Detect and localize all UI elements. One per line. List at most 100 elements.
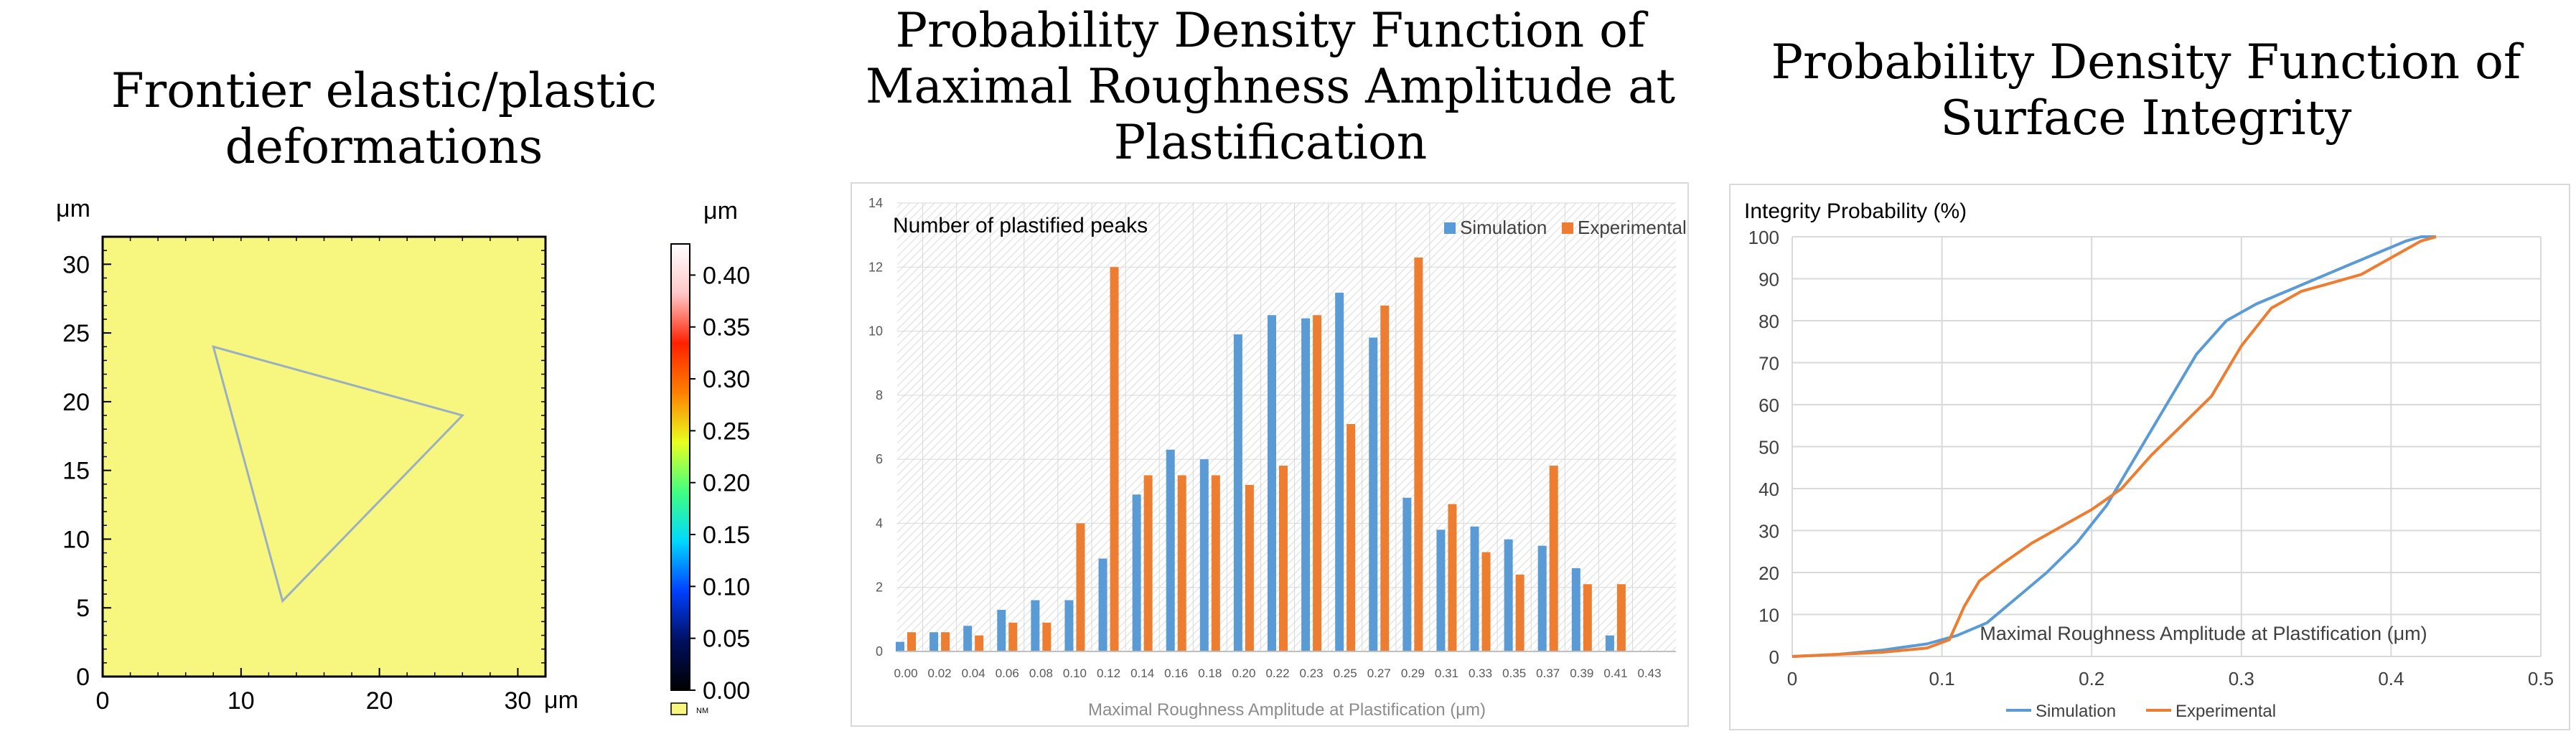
line-y-tick-label: 0 [1769,646,1779,668]
bar-x-tick-label: 0.10 [1063,667,1087,680]
deformation-frontier-outline [212,345,465,603]
bar-simulation-0.22 [1268,315,1276,651]
x-tick-label: 10 [228,687,255,715]
y-tick-label: 20 [62,389,90,416]
middle-title-line-3: Plastification [1113,115,1428,170]
x-tick-label: 0 [96,687,110,715]
nm-label: NM [696,707,708,715]
bar-x-tick-label: 0.29 [1401,667,1425,680]
line-y-tick-label: 30 [1758,521,1779,542]
bar-simulation-0.10 [1064,600,1074,651]
bar-x-tick-label: 0.27 [1367,667,1391,680]
colorbar-tick-label: 0.10 [703,573,750,601]
line-x-tick-label: 0.3 [2229,668,2254,689]
colorbar-tick-label: 0.30 [703,366,750,393]
bar-x-tick-label: 0.22 [1265,667,1289,680]
y-tick-label: 5 [76,595,90,622]
bar-x-tick-label: 0.00 [894,667,917,680]
bar-simulation-0.08 [1031,600,1040,651]
legend-label-simulation: Simulation [1460,217,1547,238]
line-y-tick-label: 100 [1748,227,1779,248]
bar-simulation-0.18 [1199,459,1209,651]
bar-simulation-0.06 [997,609,1006,651]
bar-x-tick-label: 0.25 [1334,667,1357,680]
line-y-tick-label: 80 [1758,311,1779,332]
bar-x-tick-label: 0.41 [1603,667,1627,680]
bar-x-tick-label: 0.37 [1536,667,1560,680]
colorbar-tick-label: 0.20 [703,470,750,497]
bar-chart-title: Number of plastified peaks [893,214,1148,237]
bar-simulation-0.23 [1301,318,1311,651]
colorbar-tick-label: 0.40 [703,262,750,289]
bar-simulation-0.37 [1537,545,1547,651]
bar-y-tick-label: 8 [876,388,883,402]
bar-experimental-0.37 [1549,466,1558,651]
bar-experimental-0.04 [975,635,984,651]
middle-panel-title: Probability Density Function of Maximal … [833,3,1708,171]
bar-simulation-0.00 [896,641,904,651]
line-legend: Simulation Experimental [2006,702,2276,721]
bar-x-tick-label: 0.14 [1130,667,1154,680]
bar-experimental-0.25 [1346,424,1356,651]
bar-experimental-0.33 [1481,552,1491,651]
bar-y-tick-label: 6 [876,452,883,466]
bar-x-tick-label: 0.16 [1164,667,1188,680]
bar-x-tick-label: 0.12 [1097,667,1120,680]
x-tick-label: 20 [366,687,393,715]
right-title-line-2: Surface Integrity [1940,90,2352,146]
bar-x-tick-label: 0.33 [1469,667,1492,680]
bar-x-tick-label: 0.23 [1300,667,1324,680]
legend-swatch-experimental [1562,222,1573,234]
line-series-simulation [1792,235,2436,658]
bar-simulation-0.39 [1571,568,1580,651]
bar-simulation-0.33 [1470,526,1479,651]
line-y-tick-label: 50 [1758,437,1779,458]
height-map-surface [101,235,547,678]
bar-x-tick-label: 0.20 [1232,667,1255,680]
y-tick-label: 10 [62,526,90,553]
bar-simulation-0.41 [1605,635,1614,651]
line-y-tick-label: 40 [1758,479,1779,500]
line-y-tick-label: 90 [1758,269,1779,291]
bar-x-tick-label: 0.39 [1570,667,1593,680]
bar-x-tick-label: 0.31 [1435,667,1458,680]
x-tick-label: 30 [505,687,532,715]
legend-label-experimental: Experimental [2175,702,2276,721]
y-tick-label: 30 [62,251,90,278]
colorbar-tick-label: 0.05 [703,626,750,653]
bar-experimental-0.18 [1211,475,1220,651]
bar-experimental-0.00 [907,632,916,651]
bar-experimental-0.14 [1143,475,1153,651]
bar-simulation-0.20 [1233,334,1242,651]
bar-x-axis-label: Maximal Roughness Amplitude at Plastific… [1088,700,1486,720]
middle-title-line-2: Maximal Roughness Amplitude at [865,59,1676,114]
bar-simulation-0.25 [1335,293,1344,651]
bar-experimental-0.23 [1313,315,1322,651]
colorbar [670,243,690,691]
y-tick-label: 15 [62,458,90,485]
bar-x-tick-label: 0.35 [1502,667,1526,680]
height-map-chart: μm 0 10 20 30 0 5 10 15 20 25 30 μm μm 0.40 0.35 0.3… [56,195,750,715]
colorbar-unit-label: μm [703,197,738,225]
bar-simulation-0.16 [1166,449,1175,651]
bar-y-tick-label: 0 [876,644,883,659]
legend-label-experimental: Experimental [1578,217,1687,238]
bar-y-tick-label: 12 [868,260,883,274]
bar-x-tick-label: 0.06 [996,667,1019,680]
line-x-tick-label: 0.1 [1929,668,1955,689]
bar-x-tick-label: 0.43 [1637,667,1661,680]
colorbar-tick-label: 0.15 [703,522,750,549]
legend-label-simulation: Simulation [2036,702,2116,721]
line-x-tick-label: 0.2 [2079,668,2104,689]
bar-simulation-0.12 [1098,558,1107,651]
line-y-tick-label: 20 [1758,562,1779,584]
bar-simulation-0.27 [1369,337,1378,651]
colorbar-tick-label: 0.25 [703,418,750,445]
left-panel-title: Frontier elastic/plastic deformations [111,63,657,174]
right-title-line-1: Probability Density Function of [1771,34,2521,90]
bar-experimental-0.39 [1583,584,1592,651]
line-x-axis-label: Maximal Roughness Amplitude at Plastific… [1980,623,2427,644]
bar-experimental-0.10 [1076,523,1085,651]
line-y-tick-label: 70 [1758,353,1779,375]
right-panel-title: Probability Density Function of Surface … [1723,34,2570,146]
